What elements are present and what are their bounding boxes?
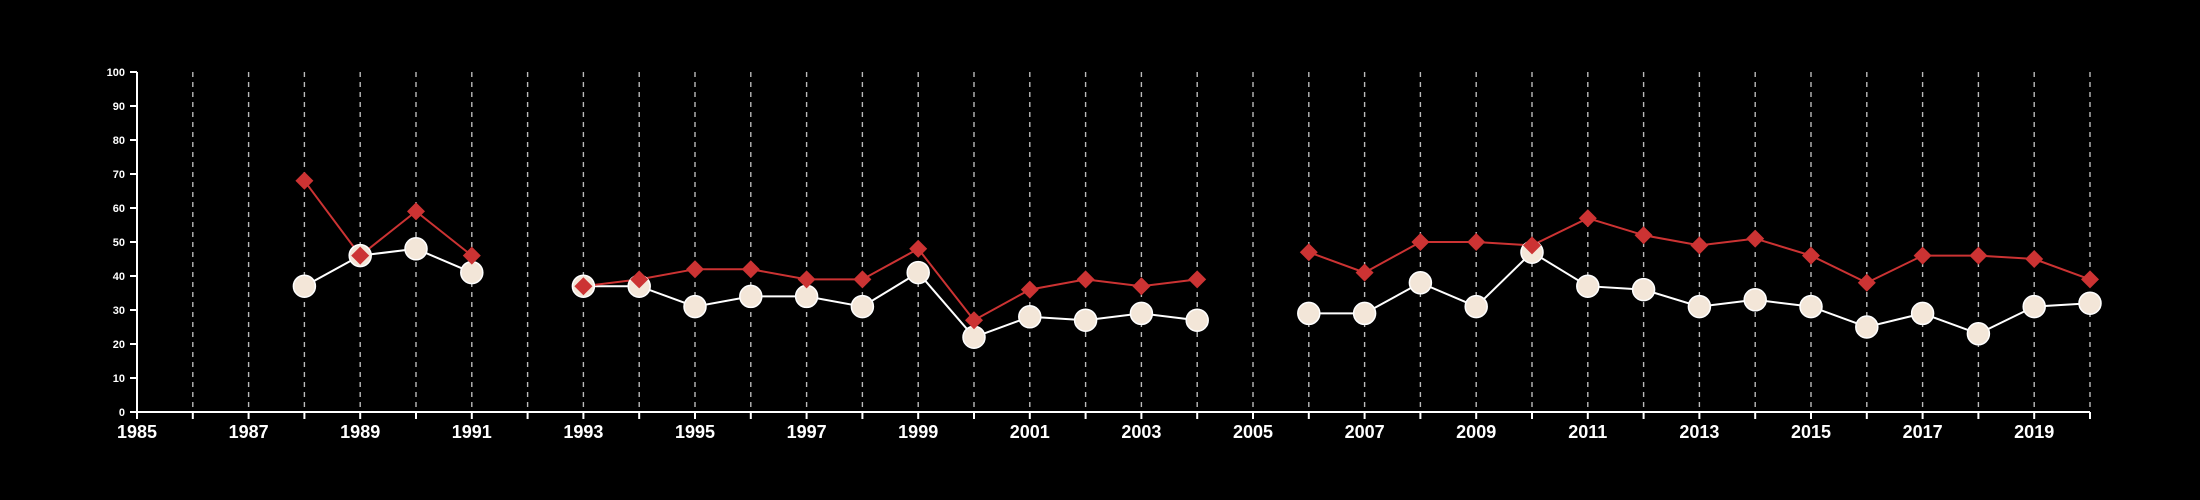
x-tick-label: 1999 (898, 422, 938, 442)
series-diamond-point (2081, 270, 2099, 289)
series-circle-point (404, 237, 428, 261)
series-circle-point (1073, 308, 1098, 332)
series-circle-point (1687, 294, 1712, 319)
x-tick-label: 1993 (563, 422, 603, 442)
series-circle-point (906, 260, 930, 285)
series-circle-point (1408, 271, 1433, 295)
x-tick-label: 1997 (787, 422, 827, 442)
x-tick-label: 2003 (1121, 422, 1161, 442)
series-circle-point (2078, 291, 2102, 315)
series-diamond-point (351, 246, 370, 265)
grid-lines (192, 72, 2091, 412)
y-tick-label: 0 (119, 407, 125, 419)
x-tick-label: 1991 (452, 422, 492, 442)
series-diamond-point (1969, 246, 1988, 265)
series-diamond-point (1299, 243, 1318, 262)
series-diamond-point (741, 260, 760, 279)
y-tick-label: 20 (113, 339, 125, 351)
x-tick-label: 1995 (675, 422, 715, 442)
x-tick-label: 2019 (2014, 422, 2054, 442)
x-tick-label: 2011 (1568, 422, 1607, 442)
y-tick-label: 70 (113, 169, 125, 181)
series-diamond-point (1578, 209, 1597, 228)
x-tick-label: 2015 (1791, 422, 1831, 442)
series-circle-point (1799, 294, 1823, 319)
series-circle-point (850, 294, 875, 319)
x-tick-label: 1985 (117, 422, 157, 442)
series-circle-point (1464, 294, 1488, 319)
series-diamond-point (1746, 229, 1765, 248)
series-circle-point (1576, 274, 1600, 298)
series-circle-point (962, 325, 986, 349)
series-diamond-point (853, 270, 872, 289)
y-tick-label: 40 (113, 271, 125, 283)
series-diamond-point (797, 270, 816, 289)
series-diamond-point (1523, 236, 1541, 255)
series-circle-point (2022, 294, 2046, 319)
series-diamond-point (2025, 250, 2044, 268)
series-diamond-point (462, 246, 481, 265)
y-tick-label: 50 (113, 237, 125, 249)
series-diamond-point (1411, 233, 1430, 251)
x-tick-label: 1987 (229, 422, 269, 442)
series-diamond-point (407, 202, 425, 221)
x-tick-label: 2017 (1903, 422, 1943, 442)
y-tick-label: 80 (113, 135, 125, 147)
series-diamond-line (303, 180, 473, 258)
y-tick-label: 90 (113, 101, 125, 113)
series-diamond-point (1020, 280, 1039, 299)
series-diamond-point (1355, 263, 1374, 282)
axes: 1985 1987 1989 1991 1993 1995 1997 1999 2001 2003… (107, 67, 2091, 442)
series-circle-point (1352, 301, 1377, 326)
series-circle-point (292, 274, 317, 298)
y-tick-label: 60 (113, 203, 125, 215)
x-tick-label: 2013 (1679, 422, 1719, 442)
series-diamond-point (574, 277, 593, 296)
series-circle-point (1855, 315, 1879, 339)
series-layer (292, 171, 2102, 349)
series-diamond-point (1634, 226, 1653, 245)
series-circle-point (1018, 305, 1042, 329)
series-circle-point (1743, 288, 1767, 312)
series-diamond-point (965, 311, 983, 330)
series-circle-point (1910, 301, 1935, 326)
x-tick-label: 2007 (1345, 422, 1385, 442)
series-circle-point (460, 260, 484, 285)
series-circle-point (1631, 277, 1656, 302)
series-diamond-point (1913, 246, 1932, 265)
series-circle-point (794, 284, 819, 309)
series-diamond-point (630, 270, 649, 289)
series-circle-point (1185, 308, 1209, 332)
series-diamond-point (1690, 236, 1709, 255)
series-circle-point (1966, 322, 1991, 346)
series-diamond-point (1857, 273, 1876, 292)
y-tick-label: 30 (113, 305, 125, 317)
series-diamond-point (686, 260, 704, 279)
x-tick-label: 2001 (1010, 422, 1050, 442)
series-diamond-point (909, 239, 928, 258)
y-tick-label: 10 (113, 373, 125, 385)
x-tick-label: 1989 (340, 422, 380, 442)
series-diamond-line (583, 247, 1198, 322)
x-tick-label: 2005 (1233, 422, 1273, 442)
series-diamond-point (1188, 270, 1207, 289)
series-diamond-point (1132, 277, 1151, 296)
series-diamond-point (295, 171, 314, 190)
series-diamond-point (1467, 233, 1486, 251)
x-tick-label: 2009 (1456, 422, 1496, 442)
series-circle-point (739, 284, 763, 309)
series-diamond-point (1076, 270, 1095, 289)
series-circle-point (683, 294, 707, 319)
series-circle-point (1297, 301, 1321, 326)
series-circle-point (1129, 301, 1154, 326)
y-tick-label: 100 (107, 67, 125, 79)
series-circle-line (303, 247, 473, 288)
series-diamond-point (1802, 246, 1820, 265)
